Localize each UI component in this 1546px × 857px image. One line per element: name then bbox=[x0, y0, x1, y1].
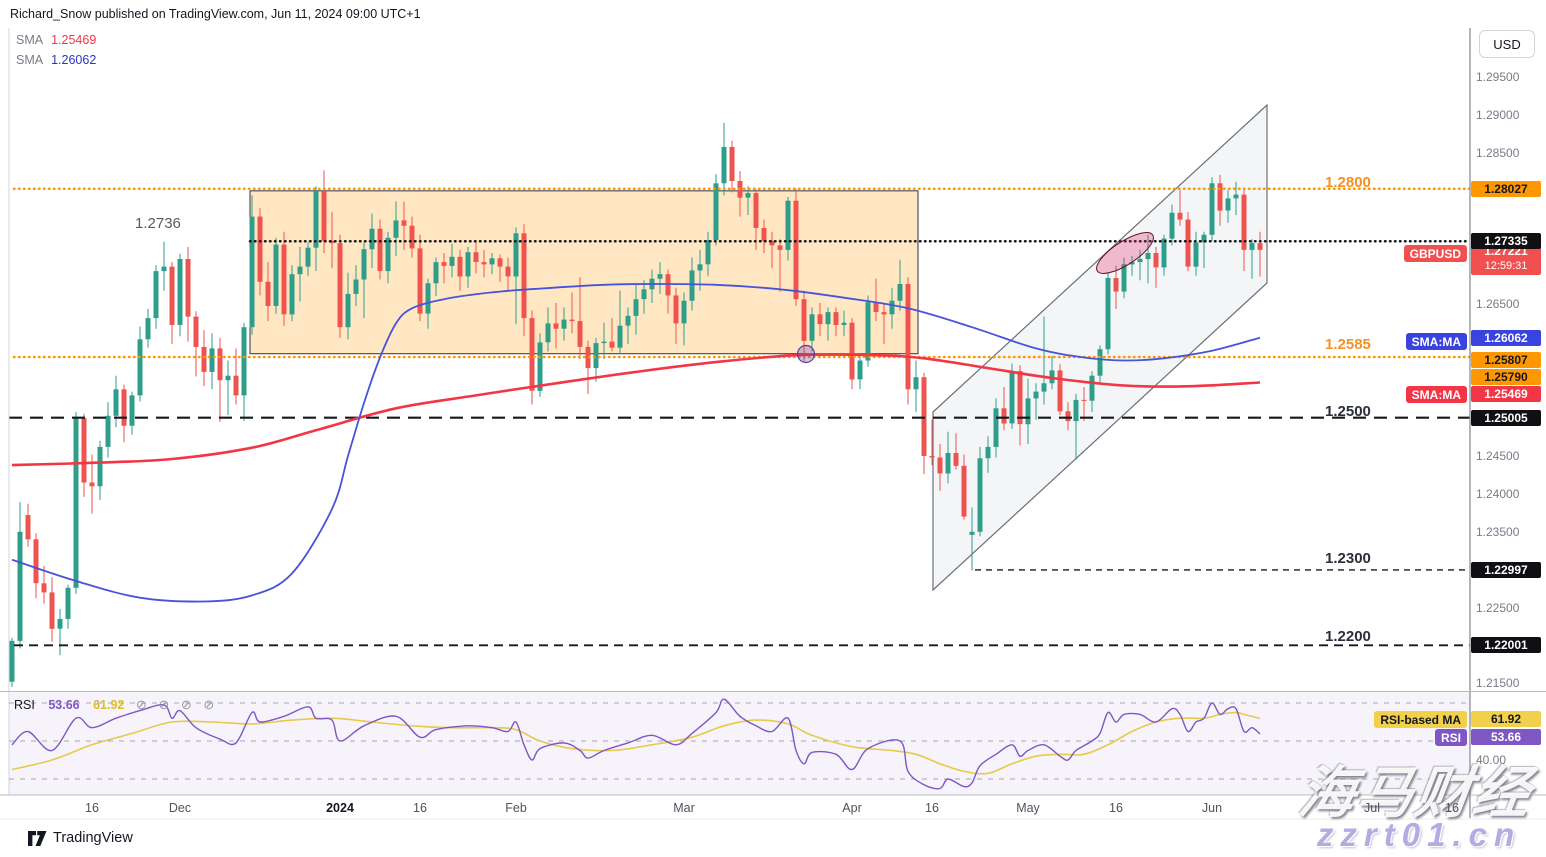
sma-blue-axis-label: SMA:MA bbox=[1405, 333, 1467, 350]
time-tick-16[interactable]: 16 bbox=[413, 801, 427, 815]
time-tick-16[interactable]: 16 bbox=[925, 801, 939, 815]
axis-badge-1.28027: 1.28027 bbox=[1471, 181, 1541, 197]
time-tick-16[interactable]: 16 bbox=[1445, 801, 1459, 815]
time-tick-16[interactable]: 16 bbox=[85, 801, 99, 815]
rsi-ma-line bbox=[11, 711, 1261, 775]
level-label-1.2800: 1.2800 bbox=[1325, 174, 1371, 191]
axis-badge-1.25790: 1.25790 bbox=[1471, 369, 1541, 385]
time-tick-May[interactable]: May bbox=[1016, 801, 1040, 815]
rsi-legend[interactable]: RSI 53.66 61.92 ⊘ ⊘ ⊘ ⊘ bbox=[14, 697, 218, 713]
sma-legend[interactable]: SMA 1.25469 SMA 1.26062 bbox=[16, 30, 96, 70]
price-tick-1.26500: 1.26500 bbox=[1476, 297, 1520, 311]
time-tick-Jul[interactable]: Jul bbox=[1364, 801, 1380, 815]
level-label-1.2500: 1.2500 bbox=[1325, 403, 1371, 420]
watermark-url-text: zzrt01.cn bbox=[1316, 816, 1522, 853]
sma-legend-row-1: SMA 1.25469 bbox=[16, 30, 96, 50]
tradingview-logo-icon bbox=[28, 830, 47, 846]
time-tick-16[interactable]: 16 bbox=[1109, 801, 1123, 815]
sma-red-value-badge: 1.25469 bbox=[1471, 386, 1541, 402]
rsi-value-badge: 53.66 bbox=[1471, 729, 1541, 745]
symbol-badge: GBPUSD bbox=[1403, 245, 1467, 262]
axis-badge-1.22997: 1.22997 bbox=[1471, 562, 1541, 578]
sma-blue-line bbox=[11, 283, 1261, 603]
consolidation-box bbox=[249, 190, 919, 355]
rsi-ma-axis-label: RSI-based MA bbox=[1374, 711, 1467, 728]
time-tick-Feb[interactable]: Feb bbox=[505, 801, 527, 815]
sma-red-line bbox=[11, 353, 1261, 467]
axis-badge-1.25005: 1.25005 bbox=[1471, 410, 1541, 426]
time-tick-Jun[interactable]: Jun bbox=[1201, 801, 1223, 815]
level-label-1.2300: 1.2300 bbox=[1325, 550, 1371, 567]
rsi-legend-value: 53.66 bbox=[48, 698, 80, 712]
rsi-legend-title: RSI bbox=[14, 698, 35, 712]
rsi-ma-value-badge: 61.92 bbox=[1471, 711, 1541, 727]
price-tick-1.24500: 1.24500 bbox=[1476, 449, 1520, 463]
price-tick-1.21500: 1.21500 bbox=[1476, 676, 1520, 690]
axis-badge-1.25807: 1.25807 bbox=[1471, 352, 1541, 368]
rsi-tick-40: 40.00 bbox=[1476, 753, 1507, 767]
price-tick-1.29000: 1.29000 bbox=[1476, 108, 1520, 122]
time-tick-Apr[interactable]: Apr bbox=[842, 801, 862, 815]
sma1-label: SMA bbox=[16, 33, 44, 47]
time-tick-2024[interactable]: 2024 bbox=[326, 801, 354, 815]
price-tick-1.23500: 1.23500 bbox=[1476, 525, 1520, 539]
tradingview-logo[interactable]: TradingView bbox=[28, 830, 133, 846]
sma-blue-value-badge: 1.26062 bbox=[1471, 330, 1541, 346]
currency-toggle-button[interactable]: USD bbox=[1479, 30, 1535, 58]
time-tick-Mar[interactable]: Mar bbox=[673, 801, 695, 815]
sma1-value: 1.25469 bbox=[51, 33, 97, 47]
indicator-toolbar-icons[interactable]: ⊘ ⊘ ⊘ ⊘ bbox=[135, 697, 219, 712]
axis-badge-1.22001: 1.22001 bbox=[1471, 637, 1541, 653]
level-label-1.2736: 1.2736 bbox=[135, 215, 181, 232]
publish-header: Richard_Snow published on TradingView.co… bbox=[10, 7, 421, 21]
sma2-value: 1.26062 bbox=[51, 53, 97, 67]
circle-annotation bbox=[796, 344, 816, 364]
sma-red-axis-label: SMA:MA bbox=[1405, 386, 1467, 403]
ellipse-annotation bbox=[1096, 232, 1154, 274]
axis-badge-1.27335: 1.27335 bbox=[1471, 233, 1541, 249]
bar-countdown: 12:59:31 bbox=[1484, 260, 1528, 272]
tradingview-logo-text: TradingView bbox=[53, 830, 133, 846]
price-tick-1.22500: 1.22500 bbox=[1476, 601, 1520, 615]
sma2-label: SMA bbox=[16, 53, 44, 67]
price-tick-1.29500: 1.29500 bbox=[1476, 70, 1520, 84]
sma-legend-row-2: SMA 1.26062 bbox=[16, 50, 96, 70]
rsi-ma-legend-value: 61.92 bbox=[93, 698, 125, 712]
rsi-line bbox=[11, 698, 1261, 790]
level-label-1.2585: 1.2585 bbox=[1325, 336, 1371, 353]
time-tick-Dec[interactable]: Dec bbox=[168, 801, 192, 815]
rsi-axis-label: RSI bbox=[1434, 729, 1467, 746]
level-label-1.2200: 1.2200 bbox=[1325, 628, 1371, 645]
price-tick-1.24000: 1.24000 bbox=[1476, 487, 1520, 501]
price-tick-1.28500: 1.28500 bbox=[1476, 146, 1520, 160]
